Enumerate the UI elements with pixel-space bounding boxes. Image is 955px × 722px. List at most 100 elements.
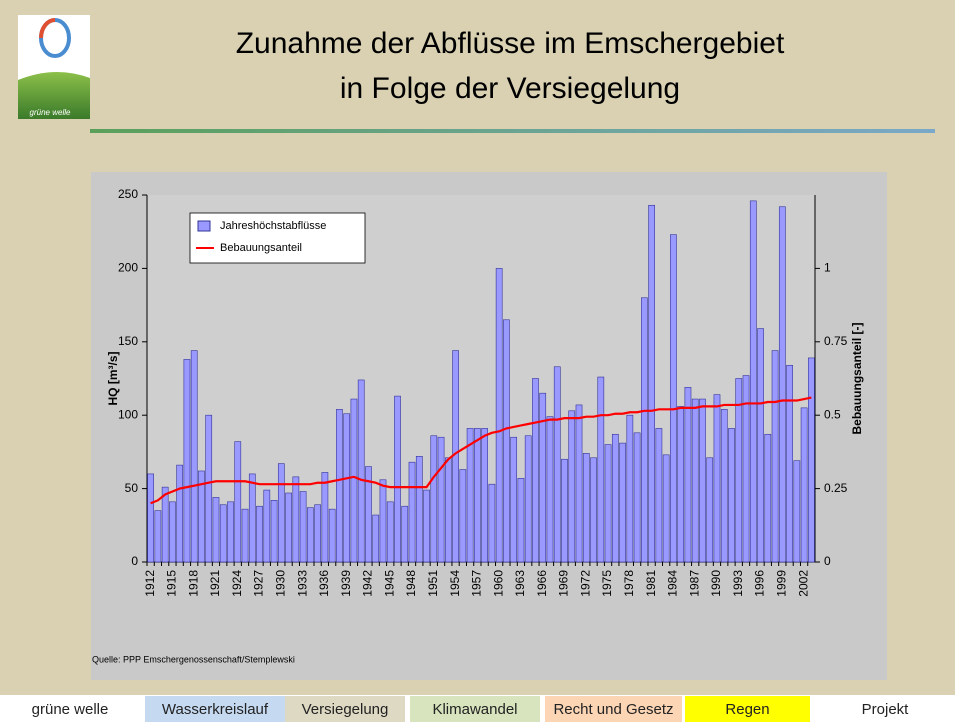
bar	[286, 493, 292, 562]
bar	[532, 379, 538, 563]
bar	[496, 268, 502, 562]
bar	[699, 399, 705, 562]
x-tick-label: 1927	[252, 570, 266, 597]
x-tick-label: 1939	[339, 570, 353, 597]
bar	[329, 509, 335, 562]
bar	[162, 487, 168, 562]
bar	[576, 405, 582, 562]
bar	[467, 428, 473, 562]
bar	[641, 298, 647, 562]
bar	[474, 428, 480, 562]
bar	[794, 461, 800, 562]
legend-label: Bebauungsanteil	[220, 242, 302, 254]
bar	[808, 358, 814, 562]
y2-tick-label: 1	[824, 261, 831, 275]
bar	[373, 515, 379, 562]
bar	[489, 484, 495, 562]
bar	[590, 458, 596, 562]
x-tick-label: 1987	[687, 570, 701, 597]
x-tick-label: 1960	[491, 570, 505, 597]
slide-title: Zunahme der Abflüsse im Emschergebiet	[236, 27, 785, 60]
bar	[772, 351, 778, 562]
bar	[431, 436, 437, 562]
source: Quelle: PPP Emschergenossenschaft/Stempl…	[92, 654, 295, 664]
bar	[540, 393, 546, 562]
x-tick-label: 1981	[644, 570, 658, 597]
bar	[620, 443, 626, 562]
bar	[387, 502, 393, 562]
bar	[511, 437, 517, 562]
bar	[598, 377, 604, 562]
bar	[736, 379, 742, 563]
y2-tick-label: 0.75	[824, 334, 848, 348]
x-tick-label: 1993	[731, 570, 745, 597]
nav-label[interactable]: Versiegelung	[302, 701, 389, 718]
bar	[728, 428, 734, 562]
x-tick-label: 1975	[600, 570, 614, 597]
bar	[249, 474, 255, 562]
y2-tick-label: 0.5	[824, 407, 841, 421]
bar	[779, 207, 785, 562]
nav-label[interactable]: Wasserkreislauf	[162, 701, 269, 718]
bar	[547, 417, 553, 562]
bar	[315, 505, 321, 562]
nav-label[interactable]: Klimawandel	[432, 701, 517, 718]
x-tick-label: 1969	[557, 570, 571, 597]
x-tick-label: 1984	[666, 570, 680, 597]
y-axis-label: HQ [m³/s]	[106, 351, 120, 405]
x-tick-label: 2002	[796, 570, 810, 597]
bar	[707, 458, 713, 562]
x-tick-label: 1996	[753, 570, 767, 597]
bar	[663, 455, 669, 562]
bar	[656, 428, 662, 562]
x-tick-label: 1966	[535, 570, 549, 597]
y-tick-label: 100	[118, 407, 138, 421]
y2-axis-label: Bebauungsanteil [-]	[850, 322, 864, 434]
nav-label[interactable]: Projekt	[862, 701, 910, 718]
y-tick-label: 50	[125, 481, 139, 495]
nav-label[interactable]: grüne welle	[32, 701, 109, 718]
bar	[402, 506, 408, 562]
bar	[801, 408, 807, 562]
y-tick-label: 150	[118, 334, 138, 348]
bar	[148, 474, 154, 562]
legend-swatch	[198, 221, 210, 231]
bar	[235, 442, 241, 562]
logo-text: grüne welle	[30, 108, 71, 117]
bar	[445, 458, 451, 562]
nav-label[interactable]: Regen	[725, 701, 769, 718]
logo: grüne welle	[18, 15, 90, 119]
x-tick-label: 1948	[404, 570, 418, 597]
x-tick-label: 1924	[230, 570, 244, 597]
y-tick-label: 200	[118, 261, 138, 275]
bar	[765, 434, 771, 562]
x-tick-label: 1930	[273, 570, 287, 597]
y2-tick-label: 0	[824, 554, 831, 568]
bar	[649, 205, 655, 562]
x-tick-label: 1936	[317, 570, 331, 597]
bar	[206, 415, 212, 562]
bar	[227, 502, 233, 562]
bar	[525, 436, 531, 562]
bar	[416, 456, 422, 562]
bar	[271, 500, 277, 562]
bar	[322, 472, 328, 562]
bar	[380, 480, 386, 562]
x-tick-label: 1990	[709, 570, 723, 597]
bar	[169, 502, 175, 562]
bar	[670, 235, 676, 562]
slide-title: in Folge der Versiegelung	[340, 72, 680, 105]
bar	[569, 411, 575, 562]
nav-label[interactable]: Recht und Gesetz	[553, 701, 673, 718]
bar	[293, 477, 299, 562]
y-tick-label: 250	[118, 187, 138, 201]
x-tick-label: 1978	[622, 570, 636, 597]
bar	[213, 497, 219, 562]
bar	[503, 320, 509, 562]
x-tick-label: 1915	[165, 570, 179, 597]
bar	[242, 509, 248, 562]
x-tick-label: 1945	[382, 570, 396, 597]
bar	[561, 459, 567, 562]
x-tick-label: 1951	[426, 570, 440, 597]
bar	[423, 490, 429, 562]
